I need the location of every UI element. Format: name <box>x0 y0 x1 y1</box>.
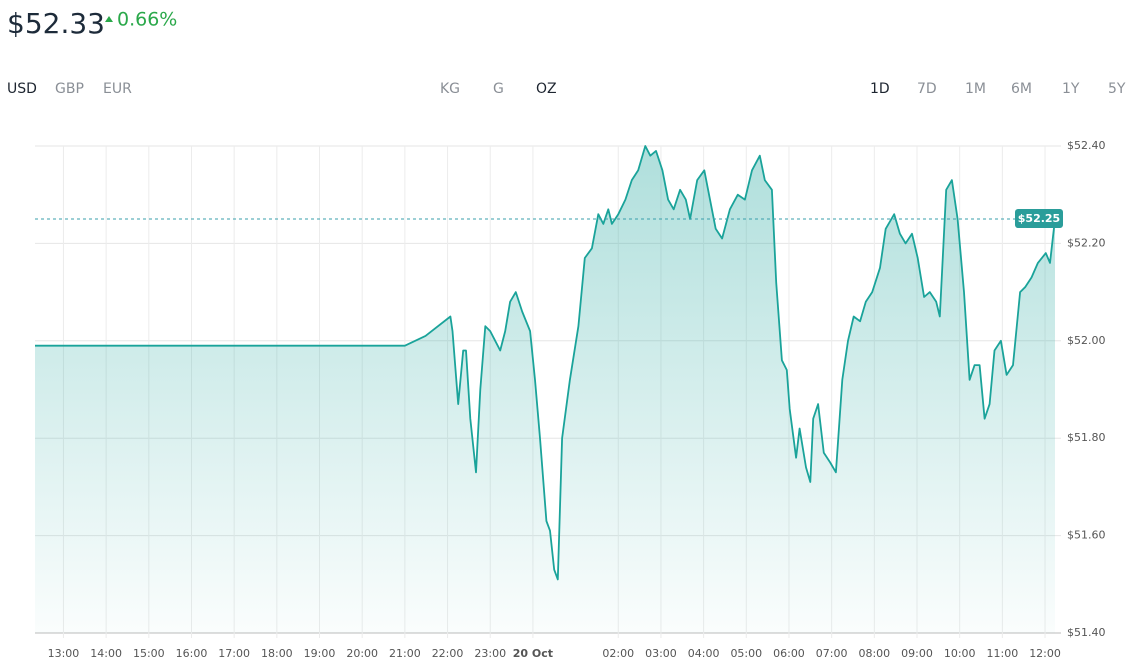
x-tick-label: 12:00 <box>1029 647 1061 660</box>
area <box>35 146 1055 633</box>
y-tick-label: $52.20 <box>1067 236 1106 249</box>
current-price-badge <box>1015 209 1063 229</box>
option[interactable]: 7D <box>917 81 937 97</box>
x-tick-label: 07:00 <box>816 647 848 660</box>
up-arrow <box>105 16 113 22</box>
option[interactable]: KG <box>440 81 460 97</box>
option[interactable]: OZ <box>536 81 557 97</box>
x-tick-label: 16:00 <box>176 647 208 660</box>
option[interactable]: 1Y <box>1062 81 1080 97</box>
x-tick-label: 08:00 <box>858 647 890 660</box>
x-tick-label: 20 Oct <box>513 647 553 660</box>
y-tick-label: $52.40 <box>1067 139 1106 152</box>
x-tick-label: 13:00 <box>48 647 80 660</box>
x-tick-label: 02:00 <box>602 647 634 660</box>
option[interactable]: G <box>493 81 504 97</box>
x-tick-label: 22:00 <box>432 647 464 660</box>
x-tick-label: 23:00 <box>474 647 506 660</box>
option[interactable]: USD <box>7 81 37 97</box>
x-tick-label: 06:00 <box>773 647 805 660</box>
x-tick-label: 14:00 <box>90 647 122 660</box>
change: 0.66% <box>117 9 177 31</box>
y-tick-label: $51.40 <box>1067 626 1106 639</box>
x-tick-label: 05:00 <box>730 647 762 660</box>
x-tick-label: 21:00 <box>389 647 421 660</box>
option[interactable]: 5Y <box>1108 81 1126 97</box>
option[interactable]: 1M <box>965 81 986 97</box>
x-tick-label: 18:00 <box>261 647 293 660</box>
x-tick-label: 10:00 <box>944 647 976 660</box>
option[interactable]: 6M <box>1011 81 1032 97</box>
y-tick-label: $51.80 <box>1067 431 1106 444</box>
x-tick-label: 15:00 <box>133 647 165 660</box>
option[interactable]: EUR <box>103 81 132 97</box>
x-tick-label: 11:00 <box>987 647 1019 660</box>
x-tick-label: 03:00 <box>645 647 677 660</box>
price: $52.33 <box>7 7 105 40</box>
y-tick-label: $52.00 <box>1067 334 1106 347</box>
option[interactable]: 1D <box>870 81 890 97</box>
x-tick-label: 19:00 <box>304 647 336 660</box>
price-line <box>35 145 1056 581</box>
x-tick-label: 04:00 <box>688 647 720 660</box>
current-price-label: $52.25 <box>1018 212 1060 225</box>
option[interactable]: GBP <box>55 81 84 97</box>
y-tick-label: $51.60 <box>1067 529 1106 542</box>
x-tick-label: 20:00 <box>346 647 378 660</box>
x-tick-label: 17:00 <box>218 647 250 660</box>
x-tick-label: 09:00 <box>901 647 933 660</box>
